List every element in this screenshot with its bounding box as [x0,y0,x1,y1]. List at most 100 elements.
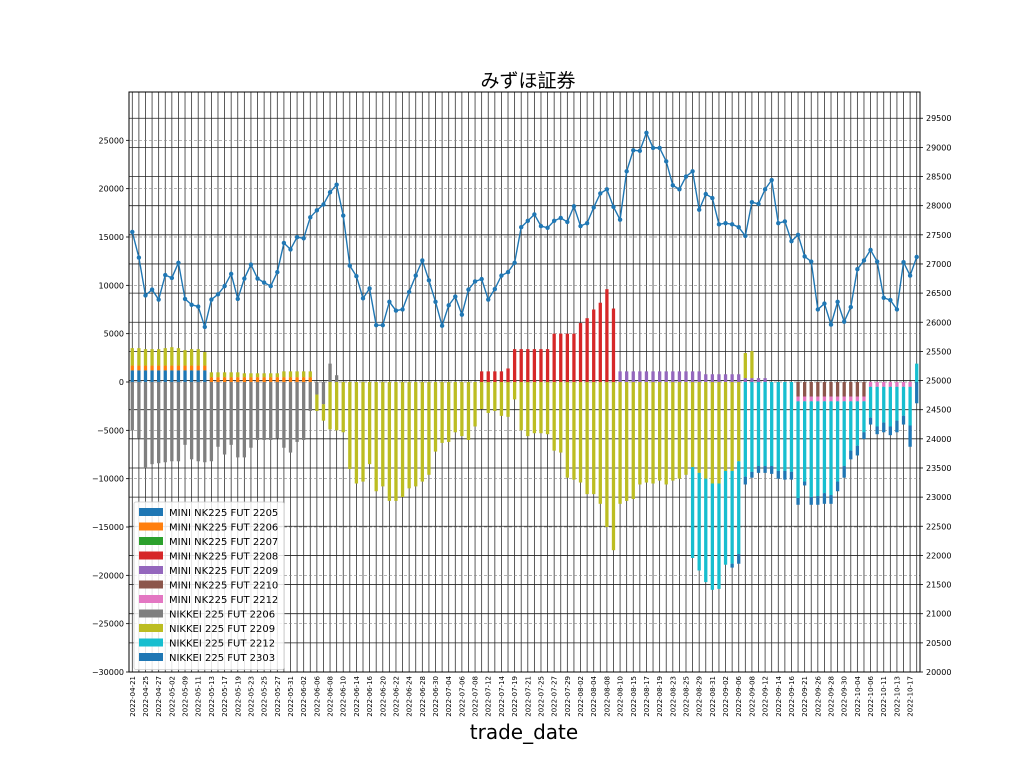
price-point [472,279,478,284]
legend-label: MINI NK225 FUT 2212 [169,595,278,606]
bar [143,370,148,382]
bar [170,370,174,382]
bar [651,371,655,382]
bar [882,386,886,423]
bar [236,382,240,458]
bar [137,348,141,366]
bar [888,382,892,387]
price-point [519,225,524,230]
bar [697,382,701,473]
bar [400,382,405,498]
bar [908,425,912,447]
bar [216,372,220,378]
y-tick-label: −5000 [97,426,124,435]
price-point [420,258,425,263]
x-axis-label: trade_date [470,720,578,744]
bar [796,401,800,498]
bar [308,382,312,411]
bar [328,382,332,430]
price-point [499,273,504,278]
x-tick-label: 2022-07-29 [564,676,572,717]
price-point [664,159,669,164]
x-tick-label: 2022-08-31 [709,676,717,717]
bar [849,401,853,451]
bar [816,382,820,397]
price-point [815,307,821,312]
bar [242,377,247,382]
price-point [874,259,880,264]
bar [578,323,583,382]
bar [453,382,457,433]
y2-tick-label: 27000 [926,260,951,269]
price-point [855,267,860,272]
bar [704,478,708,583]
x-tick-label: 2022-05-17 [221,676,229,717]
bar [493,382,497,411]
bar [532,382,537,434]
bar [262,382,266,440]
price-point [242,276,247,281]
price-point [525,218,530,224]
x-tick-label: 2022-09-02 [722,676,730,717]
bar [776,382,780,471]
price-point [327,190,333,195]
bar [341,382,345,433]
price-point [551,218,557,224]
price-point [782,219,788,224]
bar [822,382,827,397]
bar [196,349,200,366]
x-tick-label: 2022-08-17 [643,676,651,717]
y2-tick-label: 22000 [926,551,951,560]
price-point [373,322,379,328]
bar [723,382,728,471]
price-point [235,296,240,302]
bar [585,318,589,382]
x-tick-label: 2022-05-09 [182,676,190,717]
x-tick-label: 2022-05-13 [208,676,216,717]
price-point [248,262,254,267]
legend-label: MINI NK225 FUT 2208 [169,552,278,563]
bar [822,396,827,402]
x-tick-label: 2022-09-16 [788,675,796,716]
bar [868,417,873,425]
bar [730,382,734,471]
bar [888,426,892,436]
bar [143,365,148,371]
bar [770,382,774,467]
x-tick-label: 2022-08-25 [682,676,690,717]
price-point [308,215,313,220]
price-point [314,208,320,213]
bar [875,382,879,387]
bar [354,382,359,484]
price-point [677,187,682,192]
bar [222,382,227,455]
bar [565,333,569,382]
bar [196,382,200,462]
legend-label: NIKKEI 225 FUT 2303 [169,653,275,664]
bar [763,378,767,382]
bar [440,382,444,443]
price-point [835,299,840,305]
x-tick-label: 2022-07-06 [458,675,466,716]
bar [783,470,787,480]
bar [730,374,734,382]
x-tick-label: 2022-09-12 [762,676,770,717]
bar [189,370,194,382]
bar [704,374,708,382]
price-point [907,273,913,278]
bar [572,382,576,480]
y2-tick-label: 22500 [926,522,951,531]
bar [203,382,207,463]
bar [222,377,227,382]
price-point [881,295,886,300]
bar [585,382,589,495]
bar [433,382,438,452]
bar [157,349,161,366]
x-tick-label: 2022-04-27 [155,676,163,717]
price-point [822,301,827,306]
legend-label: MINI NK225 FUT 2209 [169,566,278,577]
bar [189,382,194,460]
price-point [321,202,326,207]
legend-label: NIKKEI 225 FUT 2206 [169,610,275,621]
